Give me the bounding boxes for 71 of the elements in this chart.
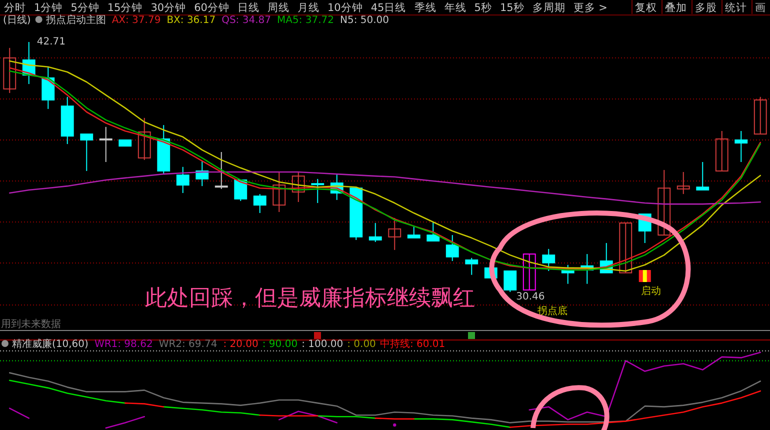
candlestick <box>99 126 112 162</box>
text: 1分钟 <box>34 2 63 14</box>
text: MA5: 37.72 <box>276 15 334 26</box>
chart-subtitle: 拐点启动主图 <box>44 14 106 26</box>
candlestick <box>754 96 767 135</box>
text: 画 <box>755 2 766 14</box>
candlestick <box>388 217 402 250</box>
annotation: 30.46 <box>516 292 545 302</box>
text: WR1: 98.62 <box>94 339 153 350</box>
text: 日线 <box>238 1 260 14</box>
text: 60分钟 <box>194 2 230 14</box>
text: : 90.00 <box>262 339 298 350</box>
text: 分时 <box>4 1 26 14</box>
annotation: 42.71 <box>36 36 66 48</box>
text: 45日线 <box>370 1 406 14</box>
candlestick <box>658 169 671 236</box>
candlestick <box>696 162 710 190</box>
candlestick <box>542 248 556 272</box>
candlestick <box>522 254 536 290</box>
candlestick <box>676 172 690 195</box>
candlestick <box>715 130 728 172</box>
candlestick <box>42 66 55 110</box>
chart-title: 精准威廉(10,60) <box>12 338 89 350</box>
text: AX: 37.79 <box>112 15 161 26</box>
candlestick <box>407 226 420 238</box>
text: 中持线: 60.01 <box>380 338 446 350</box>
text: : 100.00 <box>302 339 344 350</box>
candlestick <box>504 270 517 292</box>
text: 叠加 <box>665 1 687 14</box>
candlestick <box>214 152 228 190</box>
text: N5: 50.00 <box>340 15 390 26</box>
text: 更多 > <box>573 2 608 14</box>
candlestick <box>311 178 324 204</box>
text: 10分钟 <box>328 2 363 14</box>
text: 复权 <box>635 2 657 14</box>
candlestick <box>619 222 632 274</box>
chart-title: (日线) <box>3 14 31 26</box>
candlestick <box>734 130 748 162</box>
text: 15秒 <box>500 2 524 14</box>
candlestick <box>292 172 305 202</box>
candlestick <box>176 166 190 194</box>
text: 30分钟 <box>150 2 186 14</box>
text: : 0.00 <box>347 339 376 350</box>
candlestick <box>465 257 478 276</box>
text: 15分钟 <box>107 2 143 14</box>
text: BX: 36.17 <box>166 15 216 26</box>
text: 季线 <box>414 1 436 14</box>
text: : 20.00 <box>223 339 258 350</box>
text: 拐点底 <box>536 304 568 317</box>
candlestick <box>234 179 248 202</box>
text: 多周期 <box>532 2 566 14</box>
candlestick <box>138 117 151 160</box>
candlestick <box>446 234 459 262</box>
text: 5分钟 <box>70 2 100 14</box>
candlestick <box>272 172 286 212</box>
text: 年线 <box>444 1 466 14</box>
text: 用到未来数据 <box>1 318 61 330</box>
annotation: 启动 <box>640 285 661 298</box>
candlestick <box>3 47 16 94</box>
candlestick <box>253 194 266 214</box>
text: 5秒 <box>474 2 492 14</box>
candlestick <box>426 222 440 242</box>
candlestick <box>368 222 382 242</box>
text: 统计 <box>725 1 747 14</box>
annotation: 此处回踩，但是威廉指标继续飘红 <box>145 286 475 311</box>
text: 月线 <box>298 1 320 14</box>
text: 周线 <box>268 1 290 14</box>
text: 多股 <box>695 2 717 14</box>
candlestick <box>80 134 94 172</box>
text: QS: 34.87 <box>222 15 271 26</box>
text: WR2: 69.74 <box>158 339 218 350</box>
